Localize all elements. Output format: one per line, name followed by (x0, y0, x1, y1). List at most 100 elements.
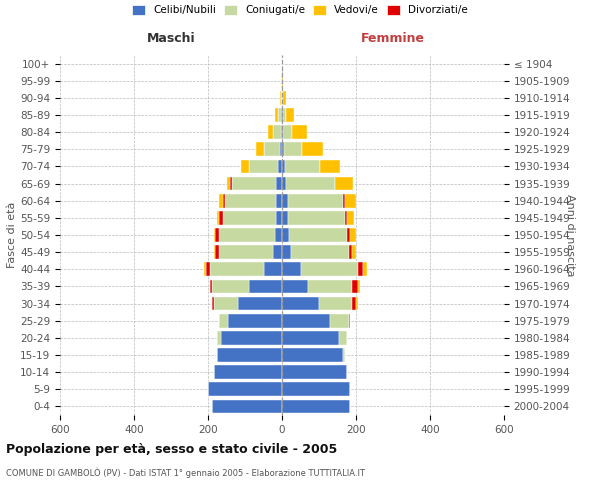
Bar (282, 246, 291, 259)
Bar (283, 126, 292, 139)
Bar (319, 296, 352, 310)
Bar (217, 211, 219, 224)
Bar (263, 142, 280, 156)
Bar (282, 142, 284, 156)
Bar (282, 108, 283, 122)
Bar (347, 211, 354, 224)
Bar (214, 366, 282, 379)
Bar (282, 331, 340, 344)
Bar (268, 126, 274, 139)
Bar (282, 160, 285, 173)
Bar (214, 228, 215, 242)
Bar (352, 246, 356, 259)
Bar (330, 314, 349, 328)
Bar (345, 211, 347, 224)
Bar (287, 211, 345, 224)
Bar (249, 280, 282, 293)
Bar (350, 228, 356, 242)
Bar (282, 280, 308, 293)
Bar (230, 176, 232, 190)
Bar (282, 91, 283, 104)
Bar (345, 194, 356, 207)
Bar (219, 194, 223, 207)
Bar (219, 228, 275, 242)
Bar (282, 176, 286, 190)
Bar (282, 228, 289, 242)
Bar (249, 160, 278, 173)
Bar (208, 382, 282, 396)
Bar (349, 246, 352, 259)
Bar (277, 176, 282, 190)
Bar (352, 280, 358, 293)
Bar (229, 314, 282, 328)
Bar (282, 366, 347, 379)
Bar (285, 160, 320, 173)
Bar (275, 108, 278, 122)
Bar (286, 176, 335, 190)
Bar (282, 126, 283, 139)
Bar (343, 348, 345, 362)
Bar (223, 211, 277, 224)
Bar (289, 228, 347, 242)
Bar (263, 262, 282, 276)
Bar (280, 91, 281, 104)
Text: Popolazione per età, sesso e stato civile - 2005: Popolazione per età, sesso e stato civil… (6, 442, 337, 456)
Bar (206, 262, 210, 276)
Bar (212, 400, 282, 413)
Text: COMUNE DI GAMBOLÒ (PV) - Dati ISTAT 1° gennaio 2005 - Elaborazione TUTTITALIA.IT: COMUNE DI GAMBOLÒ (PV) - Dati ISTAT 1° g… (6, 468, 365, 478)
Bar (223, 194, 224, 207)
Bar (347, 228, 350, 242)
Bar (210, 262, 263, 276)
Bar (282, 262, 301, 276)
Bar (282, 400, 350, 413)
Bar (282, 296, 319, 310)
Y-axis label: Fasce di età: Fasce di età (7, 202, 17, 268)
Bar (364, 262, 367, 276)
Bar (349, 314, 350, 328)
Bar (221, 331, 282, 344)
Bar (212, 296, 214, 310)
Bar (284, 142, 302, 156)
Bar (214, 296, 238, 310)
Bar (302, 142, 323, 156)
Bar (340, 331, 347, 344)
Bar (283, 108, 286, 122)
Bar (281, 126, 282, 139)
Bar (219, 211, 223, 224)
Bar (356, 296, 358, 310)
Bar (212, 280, 249, 293)
Bar (343, 194, 345, 207)
Bar (301, 262, 358, 276)
Bar (217, 331, 221, 344)
Bar (281, 108, 282, 122)
Bar (291, 246, 349, 259)
Bar (215, 228, 219, 242)
Bar (210, 280, 212, 293)
Bar (282, 382, 350, 396)
Bar (274, 126, 281, 139)
Bar (238, 296, 282, 310)
Bar (232, 176, 277, 190)
Legend: Celibi/Nubili, Coniugati/e, Vedovi/e, Divorziati/e: Celibi/Nubili, Coniugati/e, Vedovi/e, Di… (132, 5, 468, 15)
Y-axis label: Anni di nascita: Anni di nascita (565, 194, 575, 276)
Bar (273, 246, 282, 259)
Bar (352, 296, 356, 310)
Bar (227, 176, 230, 190)
Bar (277, 211, 282, 224)
Bar (292, 126, 307, 139)
Bar (282, 314, 330, 328)
Bar (286, 108, 294, 122)
Text: Maschi: Maschi (146, 32, 196, 45)
Bar (219, 246, 273, 259)
Bar (214, 246, 215, 259)
Bar (282, 194, 287, 207)
Bar (215, 246, 219, 259)
Bar (278, 108, 281, 122)
Bar (278, 160, 282, 173)
Bar (219, 314, 229, 328)
Bar (241, 160, 249, 173)
Bar (335, 176, 353, 190)
Bar (281, 91, 282, 104)
Bar (282, 348, 343, 362)
Bar (217, 348, 282, 362)
